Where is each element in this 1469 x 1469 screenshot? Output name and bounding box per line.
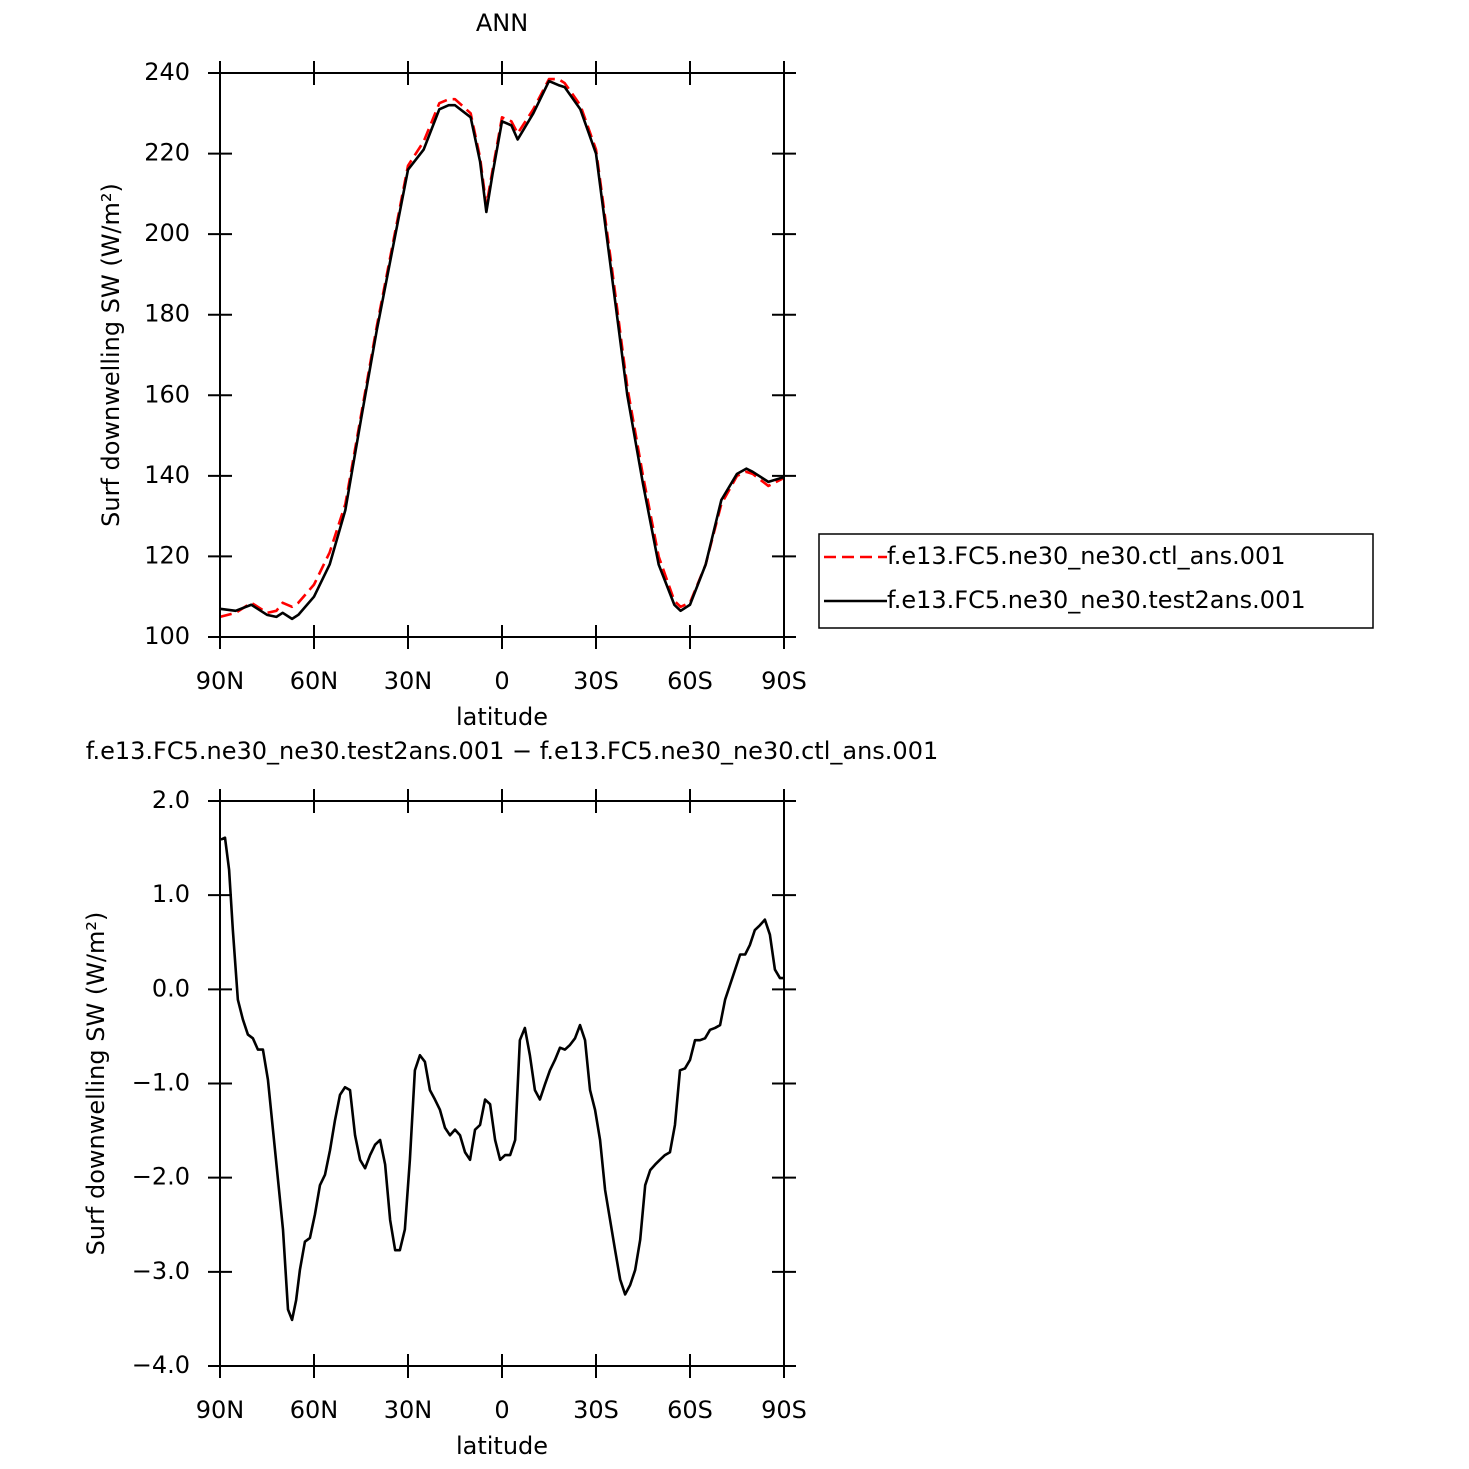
x-axis-label: latitude xyxy=(456,1432,548,1460)
y-tick-label: −2.0 xyxy=(132,1163,190,1191)
x-tick-label: 0 xyxy=(494,1396,509,1424)
y-tick-label: 160 xyxy=(144,380,190,408)
x-tick-label: 30N xyxy=(384,667,433,695)
chart-title: ANN xyxy=(476,9,528,37)
x-tick-label: 0 xyxy=(494,667,509,695)
legend: f.e13.FC5.ne30_ne30.ctl_ans.001 f.e13.FC5… xyxy=(818,533,1374,629)
legend-label: f.e13.FC5.ne30_ne30.ctl_ans.001 xyxy=(887,542,1286,570)
legend-label: f.e13.FC5.ne30_ne30.test2ans.001 xyxy=(887,586,1306,614)
data-line xyxy=(220,836,784,1322)
legend-box xyxy=(818,533,1374,629)
x-tick-label: 30S xyxy=(573,1396,619,1424)
chart-title: f.e13.FC5.ne30_ne30.test2ans.001 − f.e13… xyxy=(86,737,939,765)
panel: ANN latitude Surf downwelling SW (W/m²) 100… xyxy=(97,9,1374,731)
y-tick-label: 100 xyxy=(144,622,190,650)
y-tick-label: −4.0 xyxy=(132,1351,190,1379)
y-tick-label: −3.0 xyxy=(132,1257,190,1285)
x-tick-label: 90S xyxy=(761,1396,807,1424)
plot-frame xyxy=(219,800,785,1367)
y-tick-label: 120 xyxy=(144,541,190,569)
y-tick-label: 140 xyxy=(144,461,190,489)
y-tick-label: 1.0 xyxy=(152,880,190,908)
data-line xyxy=(220,79,784,621)
x-tick-label: 90N xyxy=(196,667,245,695)
x-tick-label: 30S xyxy=(573,667,619,695)
x-tick-label: 60N xyxy=(290,667,339,695)
y-tick-label: 180 xyxy=(144,300,190,328)
x-tick-label: 60S xyxy=(667,667,713,695)
x-axis-label: latitude xyxy=(456,703,548,731)
lines xyxy=(220,836,784,1322)
y-axis-label: Surf downwelling SW (W/m²) xyxy=(97,183,125,527)
y-tick-label: 240 xyxy=(144,58,190,86)
y-tick-label: 200 xyxy=(144,219,190,247)
y-tick-label: 220 xyxy=(144,139,190,167)
panel: f.e13.FC5.ne30_ne30.test2ans.001 − f.e13… xyxy=(82,737,938,1460)
x-tick-label: 30N xyxy=(384,1396,433,1424)
lines xyxy=(220,77,784,621)
y-tick-label: 0.0 xyxy=(152,974,190,1002)
data-line xyxy=(220,77,784,619)
x-tick-label: 90S xyxy=(761,667,807,695)
y-tick-label: 2.0 xyxy=(152,786,190,814)
x-tick-label: 60N xyxy=(290,1396,339,1424)
x-tick-label: 90N xyxy=(196,1396,245,1424)
y-axis-label: Surf downwelling SW (W/m²) xyxy=(82,912,110,1256)
y-tick-label: −1.0 xyxy=(132,1069,190,1097)
x-tick-label: 60S xyxy=(667,1396,713,1424)
plot-frame xyxy=(219,72,785,638)
